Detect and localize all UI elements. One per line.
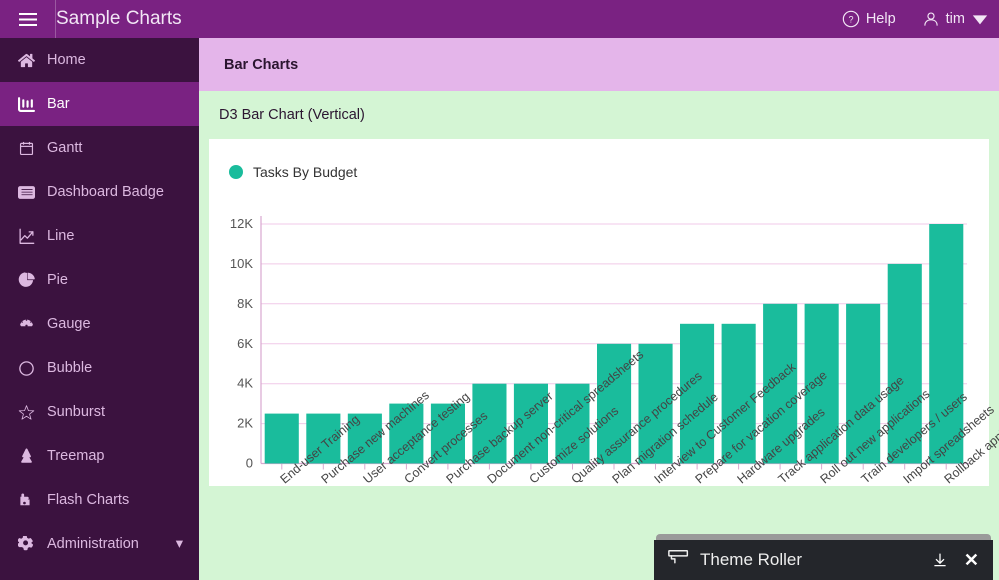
svg-text:4K: 4K bbox=[237, 376, 253, 391]
svg-text:0: 0 bbox=[246, 456, 253, 471]
svg-text:8K: 8K bbox=[237, 296, 253, 311]
svg-text:2K: 2K bbox=[237, 416, 253, 431]
svg-text:10K: 10K bbox=[230, 256, 253, 271]
svg-text:?: ? bbox=[848, 15, 853, 25]
svg-text:12K: 12K bbox=[230, 216, 253, 231]
svg-text:6K: 6K bbox=[237, 336, 253, 351]
